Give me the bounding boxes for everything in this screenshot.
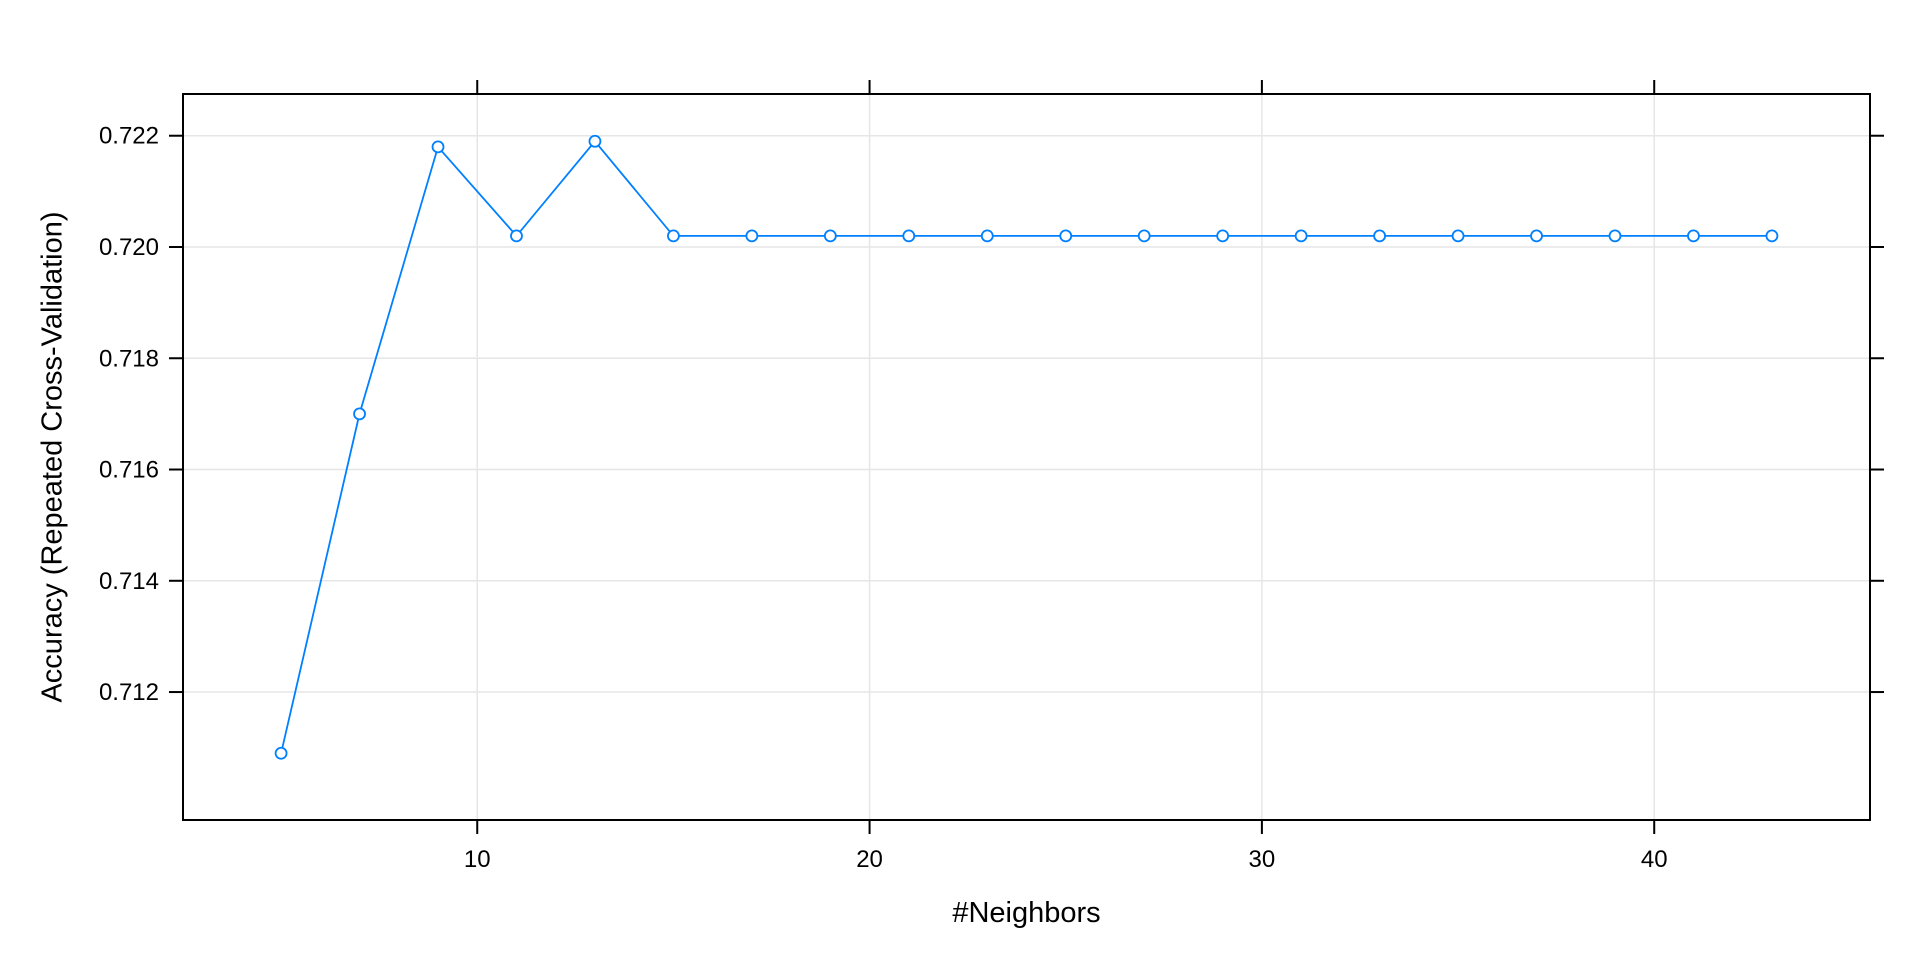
data-point — [1608, 229, 1622, 243]
x-tick-label: 30 — [1249, 846, 1276, 873]
y-axis-title: Accuracy (Repeated Cross-Validation) — [37, 211, 69, 702]
data-point — [745, 229, 759, 243]
labels: #Neighbors Accuracy (Repeated Cross-Vali… — [37, 123, 1668, 929]
y-tick-label: 0.716 — [99, 457, 159, 484]
data-point — [1765, 229, 1779, 243]
data-point — [902, 229, 916, 243]
data-point — [588, 134, 602, 148]
data-point — [431, 140, 445, 154]
y-tick-label: 0.720 — [99, 234, 159, 261]
y-tick-label: 0.714 — [99, 568, 159, 595]
grid — [183, 94, 1870, 820]
data-point — [1294, 229, 1308, 243]
y-tick-label: 0.718 — [99, 345, 159, 372]
data-point — [1137, 229, 1151, 243]
data-point — [1530, 229, 1543, 243]
data-point — [980, 229, 994, 243]
x-axis-title: #Neighbors — [952, 897, 1100, 929]
y-tick-label: 0.712 — [99, 679, 159, 706]
x-tick-label: 40 — [1641, 846, 1668, 873]
data-point — [1059, 229, 1073, 243]
data-point — [274, 746, 288, 760]
plot-frame — [182, 93, 1871, 821]
data-point — [1451, 229, 1465, 243]
data-point — [1687, 229, 1700, 243]
series-line — [280, 139, 1772, 754]
x-tick-label: 10 — [464, 846, 491, 873]
y-tick-label: 0.722 — [99, 123, 159, 150]
data-point — [667, 229, 680, 243]
data-point — [353, 407, 366, 421]
axes — [169, 80, 1884, 834]
data-point — [1373, 229, 1386, 243]
x-tick-label: 20 — [856, 846, 883, 873]
data-point — [510, 229, 523, 243]
series — [274, 134, 1779, 760]
data-point — [823, 229, 837, 243]
data-point — [1216, 229, 1230, 243]
